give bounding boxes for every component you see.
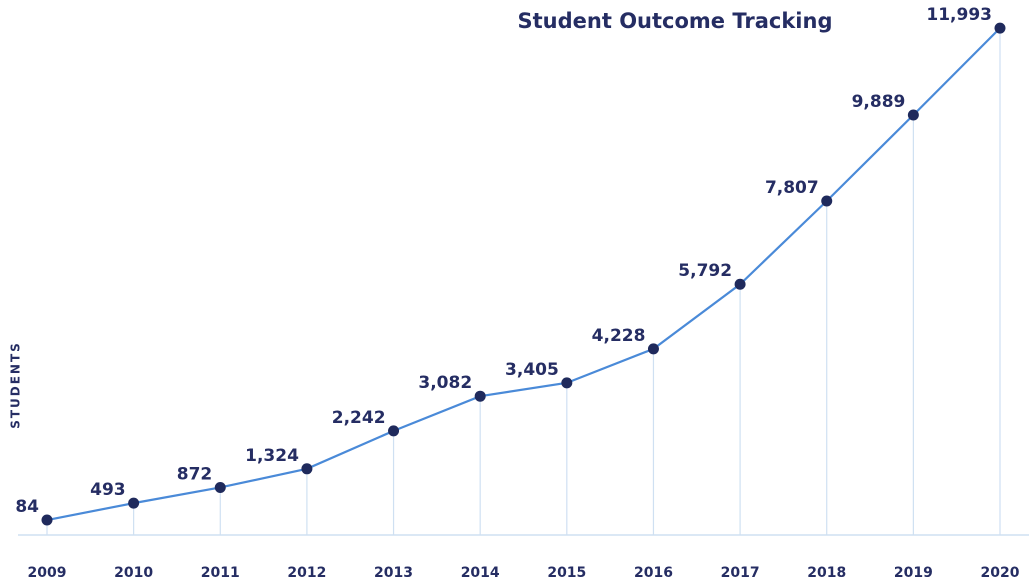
value-label: 1,324 — [245, 446, 299, 466]
x-tick-label: 2019 — [894, 565, 933, 581]
x-tick-label: 2011 — [201, 565, 240, 581]
point — [301, 463, 313, 475]
y-axis-label: STUDENTS — [9, 341, 23, 429]
x-tick-label: 2012 — [287, 565, 326, 581]
point — [128, 497, 140, 509]
x-tick-label: 2015 — [547, 565, 586, 581]
x-tick-label: 2016 — [634, 565, 673, 581]
value-label: 5,792 — [678, 261, 732, 281]
value-label: 3,405 — [505, 360, 559, 380]
point — [734, 278, 746, 290]
value-label: 2,242 — [332, 408, 386, 428]
point — [41, 514, 53, 526]
point — [474, 390, 486, 402]
x-tick-label: 2009 — [28, 565, 67, 581]
x-tick-label: 2014 — [461, 565, 500, 581]
point — [561, 377, 573, 389]
value-label: 9,889 — [852, 92, 906, 112]
value-label: 4,228 — [592, 326, 646, 346]
x-tick-label: 2010 — [114, 565, 153, 581]
series-line — [46, 27, 1001, 522]
value-label: 872 — [177, 464, 213, 484]
x-tick-label: 2018 — [807, 565, 846, 581]
point — [907, 109, 919, 121]
point — [821, 195, 833, 207]
x-tick-label: 2020 — [981, 565, 1020, 581]
point — [994, 22, 1006, 34]
value-label: 84 — [15, 497, 39, 517]
x-tick-label: 2013 — [374, 565, 413, 581]
value-label: 3,082 — [418, 373, 472, 393]
value-label: 7,807 — [765, 178, 819, 198]
value-label: 493 — [90, 480, 126, 500]
value-label: 11,993 — [926, 5, 992, 25]
chart-title: Student Outcome Tracking — [518, 9, 833, 33]
point — [388, 425, 400, 437]
x-tick-label: 2017 — [721, 565, 760, 581]
point — [214, 481, 226, 493]
point — [647, 343, 659, 355]
